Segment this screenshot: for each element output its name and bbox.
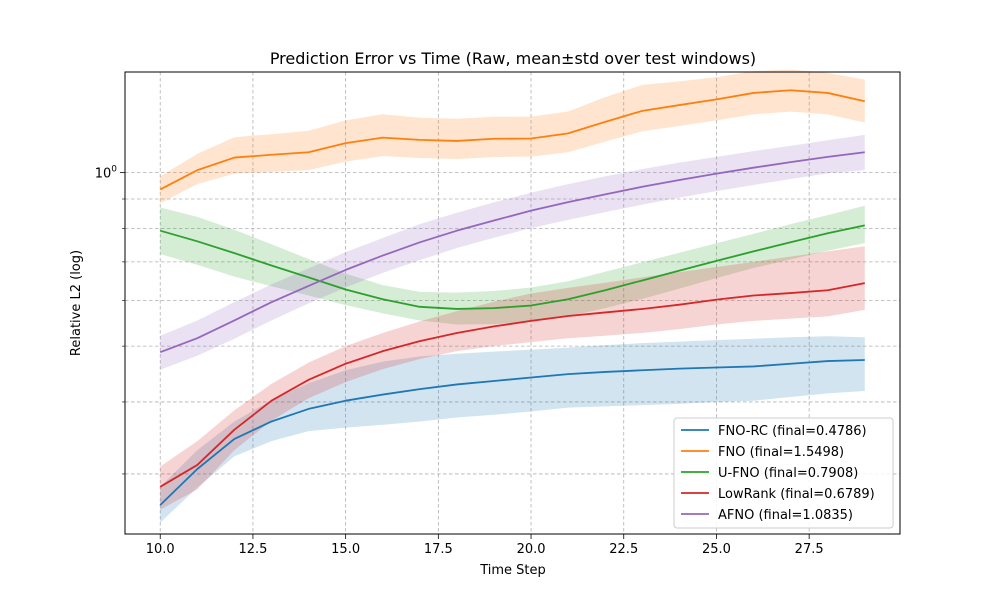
chart-title: Prediction Error vs Time (Raw, mean±std …: [270, 49, 756, 68]
y-tick-label: 100: [95, 165, 118, 182]
x-tick-label: 25.0: [702, 542, 731, 557]
x-tick-label: 20.0: [517, 542, 546, 557]
legend-label: FNO-RC (final=0.4786): [718, 424, 867, 439]
x-axis-label: Time Step: [479, 563, 546, 578]
grid: [125, 72, 900, 534]
x-axis: 10.0 12.5 15.0 17.5 20.0 22.5 25.0 27.5: [146, 534, 824, 557]
x-tick-label: 15.0: [331, 542, 360, 557]
series-line-3: [159, 282, 865, 488]
x-tick-label: 22.5: [609, 542, 638, 557]
y-axis-label: Relative L2 (log): [69, 250, 84, 356]
std-band-4: [160, 134, 865, 370]
legend-label: LowRank (final=0.6789): [718, 487, 875, 502]
std-band-0: [160, 336, 865, 523]
x-tick-label: 17.5: [424, 542, 453, 557]
plot-frame: [124, 71, 901, 535]
legend: FNO-RC (final=0.4786) FNO (final=1.5498) U…: [673, 417, 894, 529]
series-lines: [159, 89, 865, 506]
legend-label: FNO (final=1.5498): [718, 445, 844, 460]
x-tick-label: 12.5: [238, 542, 267, 557]
y-axis: 100: [95, 165, 125, 475]
x-tick-label: 27.5: [795, 542, 824, 557]
series-line-0: [159, 359, 865, 506]
series-line-2: [159, 224, 865, 310]
series-line-4: [159, 151, 865, 354]
legend-label: U-FNO (final=0.7908): [718, 466, 858, 481]
legend-box: [673, 417, 894, 529]
std-band-3: [160, 246, 865, 510]
std-band-2: [160, 205, 865, 325]
series-line-1: [159, 89, 865, 191]
legend-label: AFNO (final=1.0835): [718, 508, 853, 523]
x-tick-label: 10.0: [146, 542, 175, 557]
